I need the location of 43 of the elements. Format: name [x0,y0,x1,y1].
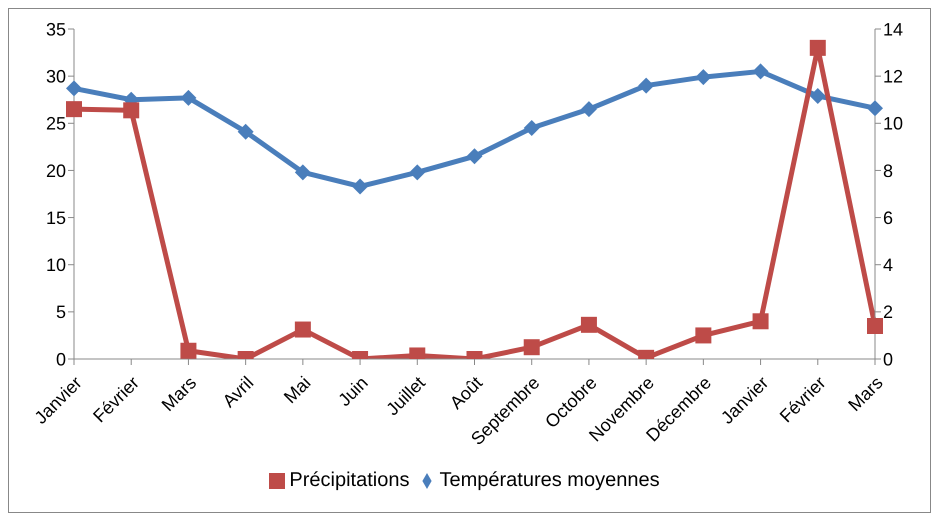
y2-tick-label: 14 [883,19,904,40]
y-tick-label: 20 [46,160,66,181]
point [810,40,826,56]
point [466,148,482,164]
point [294,322,311,338]
point [867,100,883,116]
point [752,313,769,330]
y-tick-label: 5 [56,302,66,322]
y-tick-label: 30 [46,66,66,87]
y-tick-label: 10 [46,255,66,276]
point [638,78,654,94]
y2-tick-label: 2 [883,302,894,322]
point [524,120,540,136]
y2-tick-label: 10 [883,114,904,134]
point [180,342,196,359]
point [409,164,426,180]
x-tick-label: Mai [280,372,315,408]
y2-tick-label: 6 [883,208,894,228]
point [752,63,769,80]
legend-label: Précipitations [289,469,410,491]
point [695,327,712,344]
point [238,124,254,140]
point [66,101,82,118]
point [294,164,311,180]
y2-tick-label: 4 [883,255,894,276]
y-tick-label: 25 [46,114,66,134]
point [867,318,883,334]
y-tick-label: 0 [56,349,66,370]
point [810,88,826,104]
y-tick-label: 15 [46,208,66,228]
point [524,339,540,356]
x-tick-label: Juin [334,372,372,410]
point [695,69,712,86]
y2-tick-label: 0 [883,349,894,370]
y-tick-label: 35 [46,19,66,40]
y2-tick-label: 12 [883,66,904,87]
y2-tick-label: 8 [883,160,894,181]
point [352,178,368,194]
point [66,80,82,96]
point [123,102,140,118]
legend-label: Températures moyennes [439,469,660,491]
point [580,316,597,333]
point [580,101,597,118]
